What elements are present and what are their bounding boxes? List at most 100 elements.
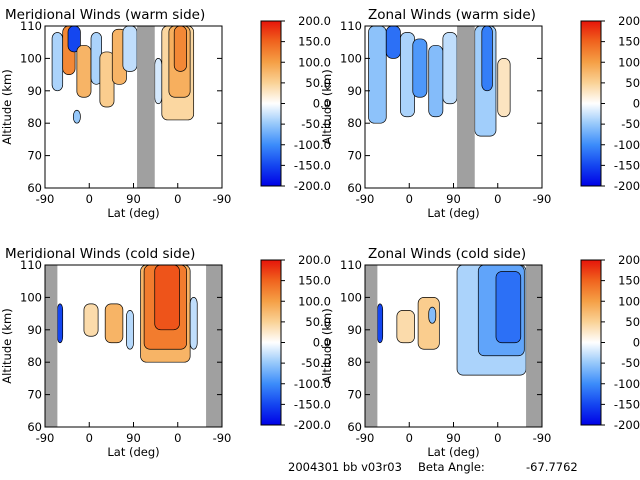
no-data-band (206, 265, 222, 427)
contour-cell (189, 297, 198, 350)
x-axis-label: Lat (deg) (427, 206, 479, 220)
x-tick-label: -90 (533, 192, 552, 206)
colorbar-label: -150.0 (294, 158, 331, 172)
contour-cell (385, 25, 401, 59)
colorbar-label: 200.0 (298, 253, 331, 267)
colorbar-label: 100.0 (618, 294, 640, 308)
y-tick-label: 60 (347, 420, 362, 434)
x-tick-label: 90 (446, 192, 461, 206)
y-tick-label: 110 (340, 258, 362, 272)
contour-cell (400, 32, 415, 118)
footer-beta-value: -67.7762 (526, 460, 578, 474)
x-tick-label: -90 (36, 192, 55, 206)
contour-cell (412, 38, 428, 98)
y-tick-label: 70 (347, 388, 362, 402)
colorbar-label: 150.0 (618, 35, 640, 49)
contour-cell (428, 45, 444, 118)
y-tick-label: 60 (347, 181, 362, 195)
y-tick-label: 70 (27, 388, 42, 402)
x-tick-label: 90 (126, 192, 141, 206)
colorbar-label: -150.0 (294, 397, 331, 411)
y-tick-label: 90 (347, 84, 362, 98)
colorbar-label: -200.0 (294, 418, 331, 432)
colorbar-label: -50.0 (301, 117, 331, 131)
colorbar-label: 0.0 (313, 97, 331, 111)
colorbar-label: -200.0 (614, 418, 640, 432)
y-axis-label: Altitude (km) (0, 69, 14, 144)
colorbar-label: 200.0 (298, 14, 331, 28)
chart-panel-2: Zonal Winds (warm side)11010090807060-90… (320, 7, 640, 220)
y-tick-label: 110 (20, 258, 42, 272)
footer-run-id: 2004301 bb v03r03 (288, 460, 402, 474)
contour-cell (51, 32, 64, 92)
colorbar-label: 200.0 (618, 14, 640, 28)
y-tick-label: 70 (347, 149, 362, 163)
y-tick-label: 100 (340, 51, 362, 65)
x-tick-label: 90 (446, 431, 461, 445)
x-tick-label: -90 (36, 431, 55, 445)
colorbar-label: -100.0 (294, 138, 331, 152)
contour-cell (122, 25, 138, 72)
contour-cell (377, 303, 384, 344)
y-tick-label: 80 (27, 116, 42, 130)
no-data-band (457, 26, 475, 188)
contour-cell (83, 303, 99, 337)
chart-panel-3: Meridional Winds (cold side)110 100 90 80 70… (0, 246, 331, 459)
colorbar-label: -200.0 (614, 179, 640, 193)
contour-cell (154, 264, 180, 331)
y-tick-label: 110 (340, 19, 362, 33)
x-tick-label: -90 (356, 192, 375, 206)
colorbar-label: 0.0 (633, 336, 640, 350)
chart-title: Meridional Winds (warm side) (5, 7, 205, 23)
colorbar-label: 150.0 (298, 35, 331, 49)
y-tick-label: 100 (340, 290, 362, 304)
y-axis-label: Altitude (km) (0, 308, 14, 383)
contour-cell (99, 51, 115, 108)
colorbar (260, 259, 282, 426)
contour-cell (396, 310, 415, 344)
y-tick-label: 70 (27, 149, 42, 163)
y-tick-label: 60 (27, 420, 42, 434)
x-axis-label: Lat (deg) (427, 445, 479, 459)
y-tick-label: 90 (27, 323, 42, 337)
y-tick-label: 60 (27, 181, 42, 195)
colorbar-label: 100.0 (618, 55, 640, 69)
colorbar-label: 50.0 (305, 76, 331, 90)
contour-cell (417, 297, 440, 350)
y-axis-label: Altitude (km) (320, 69, 334, 144)
y-tick-label: 100 (20, 290, 42, 304)
y-axis-label: Altitude (km) (320, 308, 334, 383)
colorbar (580, 20, 602, 187)
contour-cell (72, 109, 81, 124)
colorbar-label: -50.0 (621, 117, 640, 131)
colorbar-label: 150.0 (618, 274, 640, 288)
contour-cell (154, 58, 163, 105)
colorbar-label: -200.0 (294, 179, 331, 193)
contour-cell (126, 310, 134, 350)
x-tick-label: 0 (494, 431, 501, 445)
chart-title: Zonal Winds (warm side) (368, 7, 536, 23)
x-tick-label: -90 (213, 431, 232, 445)
colorbar-label: 50.0 (625, 76, 640, 90)
no-data-band (526, 265, 542, 427)
contour-cell (442, 32, 458, 105)
colorbar-label: -100.0 (294, 377, 331, 391)
chart-title: Meridional Winds (cold side) (5, 246, 195, 262)
contour-cell (428, 306, 437, 324)
x-axis-label: Lat (deg) (107, 445, 159, 459)
colorbar-label: 0.0 (633, 97, 640, 111)
x-tick-label: 0 (174, 192, 181, 206)
x-tick-label: -90 (213, 192, 232, 206)
colorbar-label: 100.0 (298, 294, 331, 308)
colorbar-label: -150.0 (614, 397, 640, 411)
no-data-band (365, 265, 378, 427)
colorbar-label: 150.0 (298, 274, 331, 288)
colorbar-label: 100.0 (298, 55, 331, 69)
x-tick-label: 0 (174, 431, 181, 445)
colorbar-label: -50.0 (621, 356, 640, 370)
no-data-band (45, 265, 58, 427)
contour-cell (497, 58, 511, 118)
x-tick-label: 90 (126, 431, 141, 445)
colorbar-label: -50.0 (301, 356, 331, 370)
